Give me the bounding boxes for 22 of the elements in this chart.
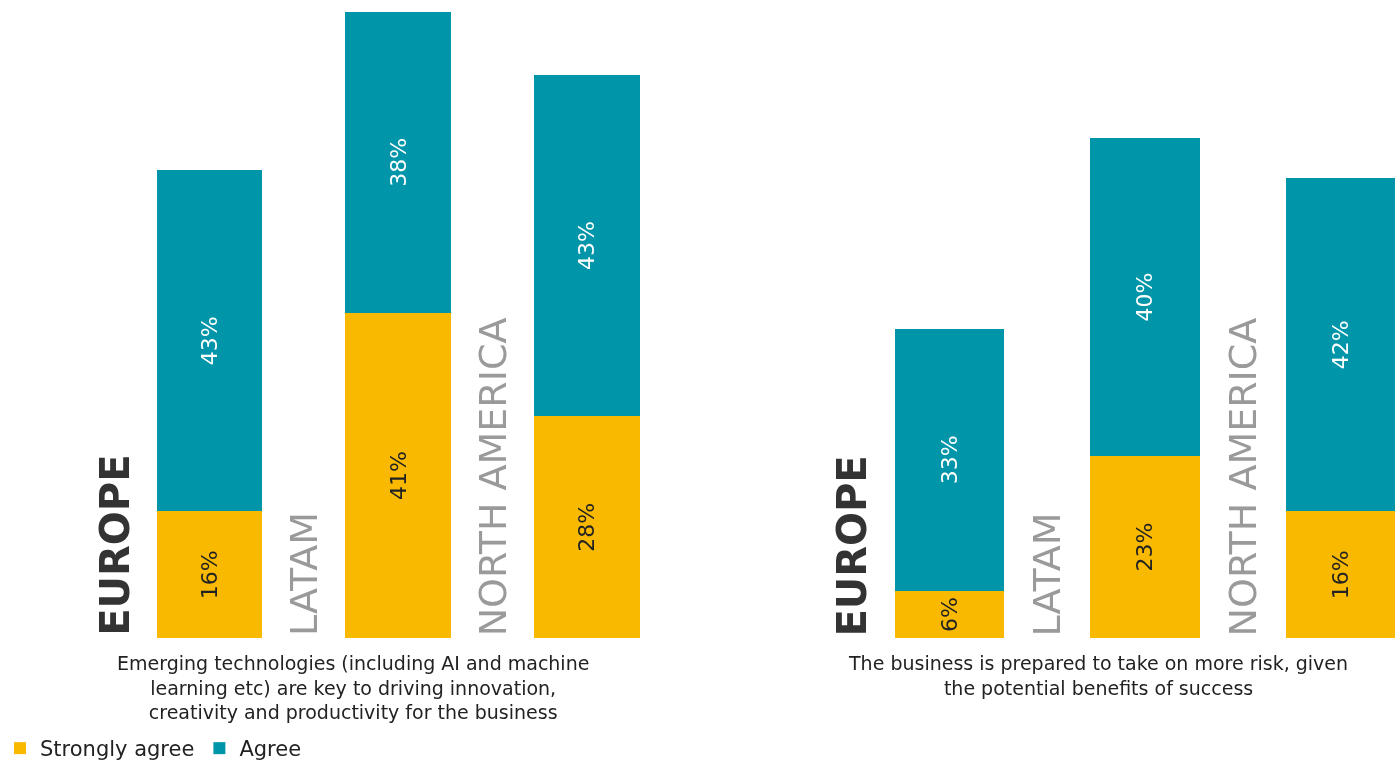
data-label: 43% xyxy=(196,316,222,366)
data-label: 28% xyxy=(574,502,600,552)
legend-label: Strongly agree xyxy=(40,737,195,762)
data-label: 38% xyxy=(385,137,411,187)
x-axis-title: The business is prepared to take on more risk, given the potential benefits of success xyxy=(848,652,1349,699)
legend-label: Agree xyxy=(239,737,302,762)
data-label: 40% xyxy=(1132,272,1158,322)
x-tick-label: NORTH AMERICA xyxy=(470,317,515,637)
data-label: 43% xyxy=(574,221,600,271)
data-label: 23% xyxy=(1132,522,1158,572)
x-tick-label: NORTH AMERICA xyxy=(1220,317,1265,637)
data-label: 6% xyxy=(937,597,963,632)
x-tick-label: LATAM xyxy=(281,511,326,637)
x-tick-label: EUROPE xyxy=(92,454,139,636)
data-label: 41% xyxy=(385,451,411,501)
x-axis-title: Emerging technologies (including AI and machine learning etc) are key to driving innovation, creativity and productivity for the business xyxy=(117,652,590,724)
data-label: 33% xyxy=(937,435,963,485)
data-label: 16% xyxy=(1327,550,1353,600)
x-tick-label: EUROPE xyxy=(829,455,876,637)
data-label: 16% xyxy=(196,550,222,600)
x-tick-label: LATAM xyxy=(1024,512,1069,637)
data-label: 42% xyxy=(1327,320,1353,370)
